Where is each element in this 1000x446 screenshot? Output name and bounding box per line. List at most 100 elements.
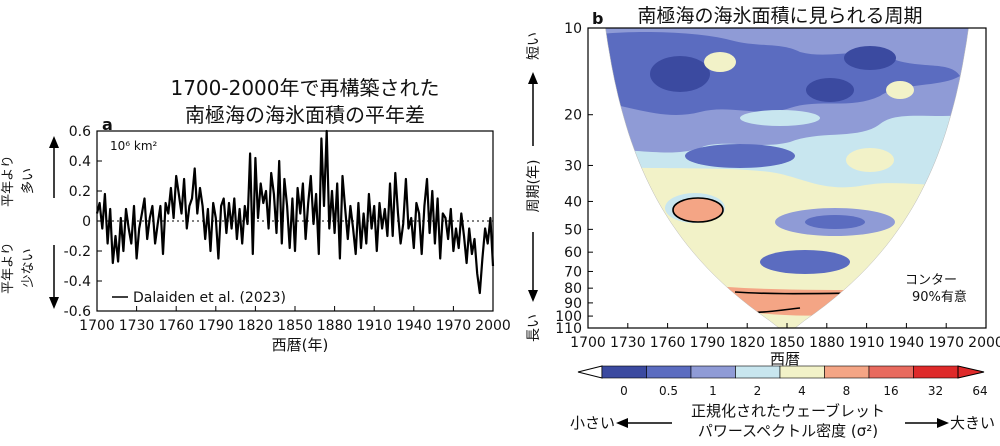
panel-a-x-axis: 1700 1730 1760 1790 1820 1850 1880 1910 1940 1970… xyxy=(79,306,511,334)
panel-b-x-tick-label: 1700 xyxy=(570,335,606,351)
panel-a-y-tick-label: -0.6 xyxy=(64,304,91,320)
panel-b-x-tick-label: 2000 xyxy=(968,335,1000,351)
field-deepblue-1 xyxy=(605,32,960,115)
field-darkblue-1 xyxy=(650,56,710,92)
left-arrow-head xyxy=(616,418,628,428)
panel-a-letter: a xyxy=(102,115,113,134)
colorbar: 0 0.5 1 2 4 8 16 32 64 正規化されたウェーブレット パワースペクトル密度 … xyxy=(570,365,995,440)
contour-note-line2: 90%有意 xyxy=(912,289,967,305)
panel-a-y-tick-label: -0.2 xyxy=(64,244,91,260)
field-salmon-bottom xyxy=(715,286,880,316)
panel-b-y-label: 周期(年) xyxy=(526,160,542,213)
colorbar-tick-label: 32 xyxy=(928,384,943,398)
panel-b-y-tick-label: 100 xyxy=(555,309,582,325)
panel-b-title: 南極海の海氷面積に見られる周期 xyxy=(637,5,922,27)
panel-b-x-tick-label: 1790 xyxy=(690,335,726,351)
panel-a-x-tick-label: 1790 xyxy=(198,318,234,334)
panel-a-x-tick-label: 1880 xyxy=(317,318,353,334)
colorbar-label-line2: パワースペクトル密度 (σ²) xyxy=(698,422,878,440)
panel-b-y-tick-label: 20 xyxy=(564,108,582,124)
colorbar-tick-label: 0.5 xyxy=(659,384,678,398)
colorbar-high-end xyxy=(957,365,985,379)
side-label-top-1: 平年より xyxy=(1,155,16,207)
side-label-bottom-2: 少ない xyxy=(21,248,36,287)
colorbar-cell xyxy=(868,365,914,379)
colorbar-tick-label: 0 xyxy=(620,384,628,398)
panel-b-x-tick-label: 1880 xyxy=(809,335,845,351)
panel-a-title-line1: 1700-2000年で再構築された xyxy=(170,76,439,100)
colorbar-tick-label: 8 xyxy=(843,384,851,398)
field-darkblue-2 xyxy=(806,78,854,102)
significant-contour-1 xyxy=(672,197,724,223)
panel-b-y-tick-label: 10 xyxy=(564,21,582,37)
colorbar-right-label: 大きい xyxy=(950,414,995,432)
panel-b-y-tick-label: 60 xyxy=(564,245,582,261)
contour-note-line1: コンター xyxy=(905,273,957,288)
panel-a-x-label: 西暦(年) xyxy=(272,336,329,354)
less-arrow-head xyxy=(49,297,59,309)
colorbar-tick-label: 4 xyxy=(798,384,806,398)
legend-label: Dalaiden et al. (2023) xyxy=(133,290,286,306)
panel-a-title-line2: 南極海の海氷面積の平年差 xyxy=(185,103,425,127)
panel-a-y-tick-label: -0.4 xyxy=(64,274,91,290)
side-label-top-2: 多い xyxy=(20,168,36,194)
panel-a-x-tick-label: 1820 xyxy=(238,318,274,334)
colorbar-cell xyxy=(824,365,870,379)
panel-a-x-tick-label: 1760 xyxy=(158,318,194,334)
panel-b-y-tick-label: 70 xyxy=(564,264,582,280)
side-label-bottom-1: 平年より xyxy=(1,242,16,294)
panel-b-y-tick-label: 40 xyxy=(564,194,582,210)
field-yellow-patch-3 xyxy=(846,148,894,172)
panel-a: 1700-2000年で再構築された 南極海の海氷面積の平年差 a 10⁶ km²… xyxy=(1,76,511,354)
colorbar-low-end xyxy=(577,365,603,379)
panel-a-y-tick-label: 0.4 xyxy=(69,154,91,170)
panel-a-y-tick-label: 0.6 xyxy=(69,124,91,140)
panel-b-x-tick-label: 1730 xyxy=(610,335,646,351)
panel-b-x-tick-label: 1760 xyxy=(650,335,686,351)
panel-b-y-tick-label: 30 xyxy=(564,158,582,174)
colorbar-tick-label: 64 xyxy=(972,384,987,398)
right-arrow-head xyxy=(937,418,949,428)
panel-b-x-tick-label: 1820 xyxy=(729,335,765,351)
panel-a-x-tick-label: 1970 xyxy=(436,318,472,334)
panel-a-x-tick-label: 1700 xyxy=(79,318,115,334)
panel-b-y-tick-label: 50 xyxy=(564,222,582,238)
panel-b-x-tick-label: 1910 xyxy=(849,335,885,351)
short-arrow-head xyxy=(528,72,538,84)
colorbar-cell xyxy=(601,365,647,379)
panel-b-y-tick-label: 80 xyxy=(564,281,582,297)
long-arrow-head xyxy=(528,290,538,302)
panel-b-x-label: 西暦 xyxy=(770,350,800,368)
colorbar-cell xyxy=(913,365,959,379)
field-darkblue-3 xyxy=(844,46,896,70)
panel-a-x-tick-label: 2000 xyxy=(475,318,511,334)
colorbar-left-label: 小さい xyxy=(570,414,615,432)
wavelet-field xyxy=(605,28,969,328)
panel-a-y-tick-label: 0.2 xyxy=(69,184,91,200)
more-arrow-head xyxy=(49,136,59,148)
panel-a-y-tick-label: 0 xyxy=(82,214,91,230)
axis-long-label: 長い xyxy=(526,314,542,342)
panel-a-x-tick-label: 1730 xyxy=(119,318,155,334)
panel-a-unit: 10⁶ km² xyxy=(110,139,158,153)
panel-a-x-tick-label: 1910 xyxy=(356,318,392,334)
colorbar-tick-label: 16 xyxy=(883,384,898,398)
panel-a-x-tick-label: 1850 xyxy=(277,318,313,334)
axis-short-label: 短い xyxy=(526,32,542,60)
field-deepblue-3 xyxy=(805,215,865,229)
colorbar-cell xyxy=(646,365,692,379)
panel-b-x-tick-label: 1850 xyxy=(769,335,805,351)
panel-a-y-axis: -0.6 -0.4 -0.2 0 0.2 0.4 0.6 xyxy=(64,124,102,320)
colorbar-tick-label: 2 xyxy=(754,384,762,398)
field-yellow-patch-2 xyxy=(886,81,914,99)
panel-a-x-tick-label: 1940 xyxy=(396,318,432,334)
panel-b-x-tick-label: 1940 xyxy=(889,335,925,351)
colorbar-cell xyxy=(735,365,781,379)
panel-b-x-axis: 1700 1730 1760 1790 1820 1850 1880 1910 1940 1970… xyxy=(570,323,1000,351)
panel-b-y-tick-label: 110 xyxy=(555,321,582,337)
panel-b-x-tick-label: 1970 xyxy=(928,335,964,351)
field-deepblue-4 xyxy=(760,250,850,274)
